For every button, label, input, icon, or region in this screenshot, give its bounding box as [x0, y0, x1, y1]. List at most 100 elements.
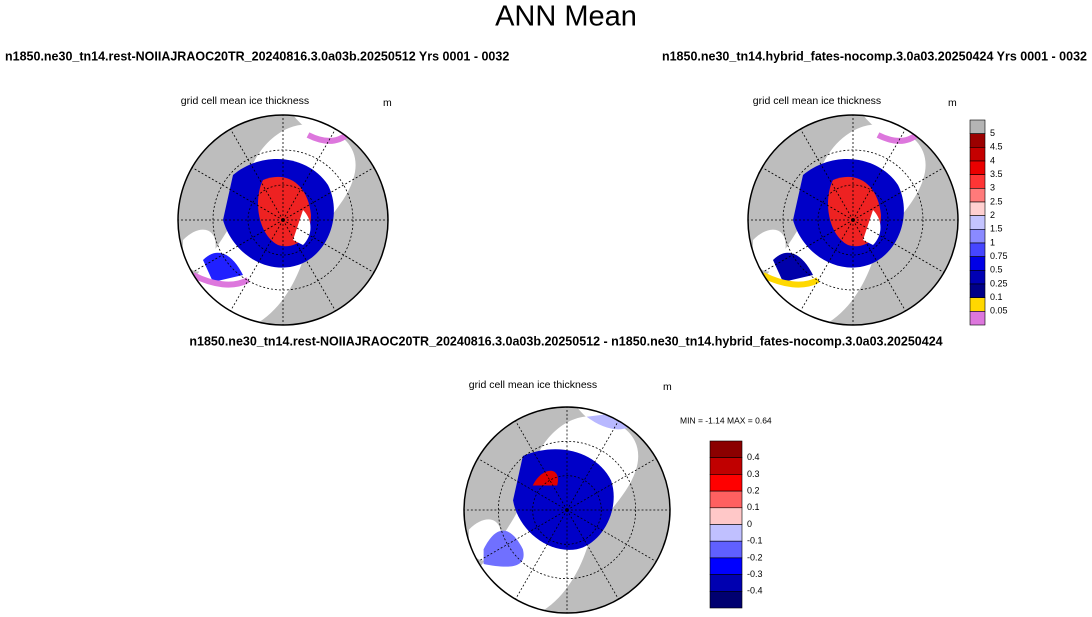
colorbar-label: 0.4 — [747, 452, 760, 462]
graticule — [800, 128, 854, 221]
ice — [191, 272, 250, 288]
panel-title: n1850.ne30_tn14.hybrid_fates-nocomp.3.0a… — [662, 49, 1087, 63]
colorbar-box — [969, 215, 986, 230]
graticule — [282, 219, 336, 312]
ice — [513, 449, 614, 550]
graticule — [282, 167, 375, 221]
ice — [293, 210, 311, 245]
colorbar-box — [709, 540, 743, 559]
colorbar-label: -0.4 — [747, 586, 763, 596]
map-border — [747, 114, 959, 326]
colorbar-box — [969, 133, 986, 148]
ice — [761, 272, 820, 288]
graticule — [566, 509, 619, 600]
graticule — [566, 420, 619, 511]
graticule — [247, 184, 319, 256]
graticule — [761, 219, 854, 273]
colorbar-box — [969, 160, 986, 175]
panel-title: n1850.ne30_tn14.rest-NOIIAJRAOC20TR_2024… — [5, 49, 509, 63]
stats: MIN = -1.14 MAX = 0.64 — [680, 415, 772, 425]
colorbar-label: 0.25 — [990, 278, 1008, 288]
colorbar-box — [709, 590, 743, 609]
colorbar-box — [969, 147, 986, 162]
units: m — [948, 97, 957, 109]
graticule — [532, 475, 602, 545]
graticule — [282, 219, 375, 273]
graticule — [800, 219, 854, 312]
colorbar-label: 5 — [990, 128, 995, 138]
colorbar-label: 0 — [747, 519, 752, 529]
ice — [483, 530, 524, 567]
colorbar-box — [709, 440, 743, 459]
colorbar-label: -0.2 — [747, 552, 763, 562]
colorbar-box — [969, 256, 986, 271]
colorbar-box — [709, 457, 743, 475]
colorbar-box — [709, 507, 743, 525]
graticule — [191, 167, 284, 221]
colorbar-label: 2 — [990, 210, 995, 220]
graticule — [817, 184, 889, 256]
graticule — [852, 167, 945, 221]
graticule — [515, 420, 568, 511]
colorbar-label: 1 — [990, 237, 995, 247]
colorbar-box — [969, 229, 986, 244]
graticule — [191, 219, 284, 273]
graticule — [477, 458, 568, 511]
colorbar-label: 0.3 — [747, 469, 760, 479]
panel-title: n1850.ne30_tn14.rest-NOIIAJRAOC20TR_2024… — [189, 334, 942, 348]
map-clip — [178, 115, 388, 325]
colorbar-box — [709, 574, 743, 592]
colorbar-label: 0.2 — [747, 485, 760, 495]
colorbar-label: 3 — [990, 183, 995, 193]
polar-map — [177, 114, 389, 326]
panel-subtitle: grid cell mean ice thickness — [181, 95, 309, 107]
colorbar-box — [969, 283, 986, 298]
ice — [863, 210, 881, 245]
colorbar-label: 0.05 — [990, 306, 1008, 316]
map-clip — [748, 115, 958, 325]
map-border — [463, 406, 671, 614]
colorbar-label: 2.5 — [990, 196, 1003, 206]
colorbar-box — [969, 270, 986, 285]
graticule — [515, 509, 568, 600]
colorbar-box — [969, 311, 986, 326]
graticule — [566, 458, 657, 511]
colorbar-label: 4.5 — [990, 142, 1003, 152]
graticule — [566, 509, 657, 562]
graticule — [230, 219, 284, 312]
colorbar-box — [709, 490, 743, 509]
colorbar-box — [969, 201, 986, 216]
colorbar-box — [709, 524, 743, 542]
map-border — [177, 114, 389, 326]
colorbar-box — [969, 119, 986, 134]
units: m — [663, 381, 672, 393]
colorbar-label: 0.1 — [747, 502, 760, 512]
colorbar-box — [969, 242, 986, 257]
colorbar-box — [969, 297, 986, 312]
colorbar-label: 1.5 — [990, 224, 1003, 234]
colorbar-box — [969, 174, 986, 189]
figure-title: ANN Mean — [495, 1, 637, 33]
polar-map — [747, 114, 959, 326]
panel-subtitle: grid cell mean ice thickness — [469, 379, 597, 391]
colorbar-label: 0.1 — [990, 292, 1003, 302]
graticule — [761, 167, 854, 221]
graticule — [282, 128, 336, 221]
colorbar-box — [969, 188, 986, 203]
colorbar-label: -0.1 — [747, 536, 763, 546]
colorbar-label: 3.5 — [990, 169, 1003, 179]
graticule — [852, 128, 906, 221]
graticule — [852, 219, 906, 312]
graticule — [852, 219, 945, 273]
graticule — [230, 128, 284, 221]
colorbar-box — [709, 557, 743, 575]
ice — [532, 470, 558, 486]
colorbar-box — [709, 474, 743, 492]
graticule — [477, 509, 568, 562]
units: m — [383, 97, 392, 109]
colorbar-label: -0.3 — [747, 569, 763, 579]
colorbar-label: 0.5 — [990, 265, 1003, 275]
map-clip — [463, 406, 671, 614]
colorbar-label: 4 — [990, 155, 995, 165]
